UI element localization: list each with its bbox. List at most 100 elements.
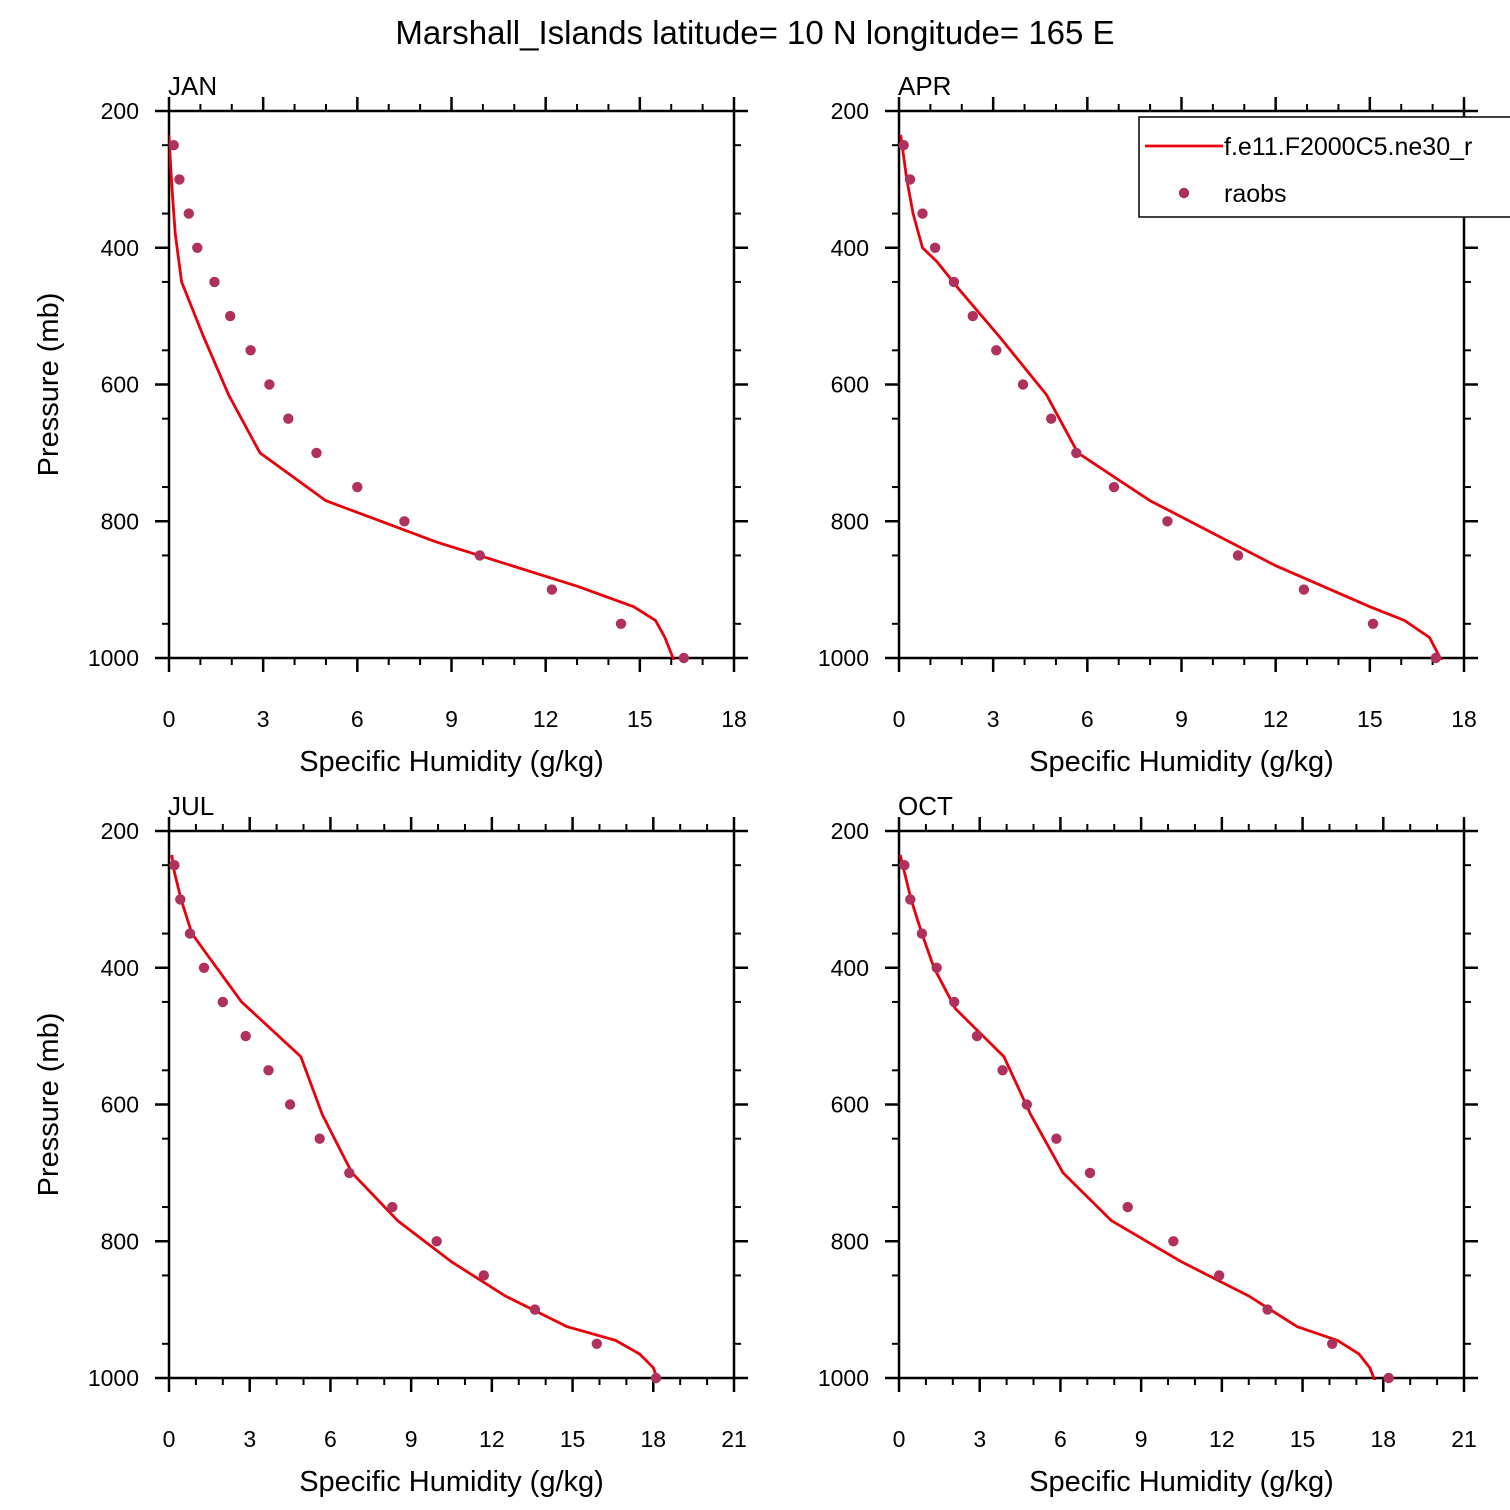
raobs-point [1108,481,1120,493]
raobs-point [284,1099,296,1110]
y-axis-label: Pressure (mb) [33,293,65,477]
x-tick-label: 12 [1209,1426,1235,1452]
raobs-point [344,1167,355,1179]
y-tick-label: 600 [831,1092,869,1118]
figure-title: Marshall_Islands latitude= 10 N longitud… [395,14,1114,51]
raobs-point [283,413,294,424]
raobs-point [931,962,942,973]
y-tick-label: 800 [101,508,139,534]
x-tick-label: 21 [721,1426,747,1452]
panel-oct: 0 3 6 9 12 15 18 21 200 400 600 800 1000 OCT Specific … [818,791,1478,1498]
x-axis-label: Specific Humidity (g/kg) [1029,1466,1334,1498]
panel-label: APR [898,71,951,101]
x-tick-label: 18 [640,1426,666,1452]
raobs-point [546,584,558,595]
legend-box [1138,116,1510,218]
raobs-point [899,860,910,871]
x-tick-label: 0 [163,1426,176,1452]
y-tick-label: 400 [101,235,139,261]
raobs-point [1214,1270,1225,1281]
x-tick-label: 12 [1263,706,1289,732]
model-profile-line [169,134,676,660]
x-tick-label: 6 [1081,706,1094,732]
y-tick-label: 1000 [818,645,869,671]
raobs-point [949,996,960,1008]
y-tick-label: 400 [831,955,869,981]
y-tick-label: 600 [101,1092,139,1118]
x-tick-label: 0 [893,1426,906,1452]
raobs-point [1017,379,1029,390]
raobs-point [1046,413,1057,424]
panel-label: JUL [168,791,214,821]
raobs-point [1232,550,1244,561]
x-tick-label: 18 [1370,1426,1396,1452]
x-tick-label: 3 [973,1426,986,1452]
model-profile-line [899,854,1377,1380]
y-tick-label: 800 [831,1228,869,1254]
x-tick-label: 12 [479,1426,505,1452]
raobs-point [1122,1201,1133,1213]
legend-marker-swatch [1178,187,1190,199]
raobs-point [916,928,928,939]
x-tick-label: 9 [405,1426,418,1452]
panel-jul: 0 3 6 9 12 15 18 21 200 400 600 800 1000 JUL Specific … [33,791,748,1498]
raobs-point [1327,1338,1338,1350]
raobs-point [474,550,485,561]
x-tick-label: 9 [1175,706,1188,732]
raobs-point [917,208,928,219]
raobs-point [905,894,916,905]
raobs-point [650,1372,662,1384]
legend-entry-label: raobs [1224,180,1287,208]
raobs-point [225,310,236,322]
y-tick-label: 1000 [88,1365,139,1391]
plot-frame [167,829,736,1380]
y-tick-label: 600 [831,372,869,398]
raobs-point [991,345,1002,356]
plot-frame [897,829,1466,1380]
raobs-point [1051,1133,1062,1144]
x-tick-label: 9 [1135,1426,1148,1452]
raobs-point [1162,516,1173,527]
y-tick-label: 800 [831,508,869,534]
x-tick-label: 3 [243,1426,256,1452]
raobs-point [967,310,978,322]
raobs-point [929,242,941,253]
raobs-point [192,242,203,253]
raobs-point [1071,447,1082,459]
raobs-point [311,447,322,459]
raobs-point [1383,1372,1394,1384]
raobs-point [184,928,196,939]
x-tick-label: 18 [1451,706,1477,732]
y-tick-label: 1000 [88,645,139,671]
plot-frame [167,109,736,660]
raobs-point [431,1236,442,1247]
x-tick-label: 3 [987,706,1000,732]
y-tick-label: 1000 [818,1365,869,1391]
x-tick-label: 18 [721,706,747,732]
x-tick-label: 15 [560,1426,586,1452]
x-tick-label: 9 [445,706,458,732]
raobs-point [245,345,256,356]
x-tick-label: 12 [533,706,559,732]
raobs-point [264,379,275,390]
raobs-point [1021,1099,1032,1110]
x-tick-label: 15 [627,706,653,732]
panel-apr: 0 3 6 9 12 15 18 200 400 600 800 1000 APR Specific Hu… [818,71,1478,778]
raobs-point [352,481,363,493]
y-tick-label: 400 [101,955,139,981]
raobs-point [1367,618,1379,629]
raobs-point [175,894,186,905]
x-axis-label: Specific Humidity (g/kg) [1029,746,1334,778]
raobs-point [198,962,210,973]
x-axis-label: Specific Humidity (g/kg) [299,1466,604,1498]
panel-jan: 0 3 6 9 12 15 18 200 400 600 800 1000 JAN Specific Hu… [33,71,748,778]
raobs-point [183,208,194,219]
raobs-point [1084,1167,1096,1179]
raobs-point [615,618,627,629]
panel-label: JAN [168,71,217,101]
legend-entry-label: f.e11.F2000C5.ne30_r [1224,133,1472,161]
panel-label: OCT [898,791,953,821]
